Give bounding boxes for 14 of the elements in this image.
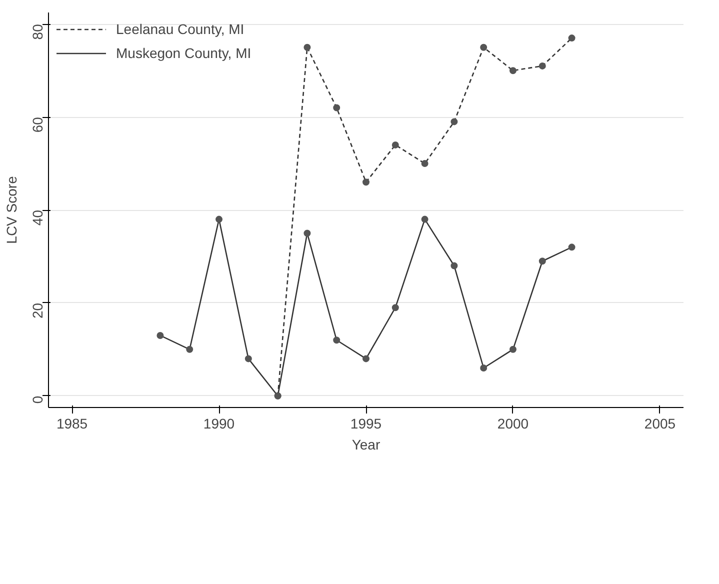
y-tick-label: 20 (30, 302, 46, 319)
x-tick-label: 1995 (350, 416, 382, 432)
y-tick-label: 0 (30, 396, 46, 404)
x-tick-label: 2000 (497, 416, 529, 432)
x-tick-label: 1990 (203, 416, 235, 432)
y-axis-title: LCV Score (4, 176, 20, 244)
y-tick-label: 60 (30, 116, 46, 133)
y-tick-label: 40 (30, 210, 46, 226)
legend-label: Leelanau County, MI (116, 21, 244, 37)
y-tick-label: 80 (30, 24, 46, 40)
legend-label: Muskegon County, MI (116, 45, 252, 61)
x-axis-title: Year (352, 436, 380, 452)
x-tick-label: 2005 (644, 416, 676, 432)
x-tick-label: 1985 (56, 416, 88, 432)
